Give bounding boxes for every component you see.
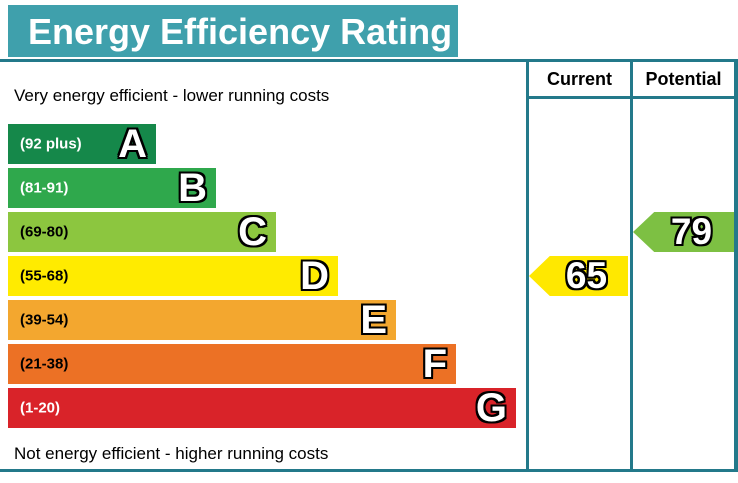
band-letter: D [300,254,329,298]
band-range-label: (39-54) [20,311,69,329]
top-note: Very energy efficient - lower running co… [14,86,330,105]
table-right-border [734,59,738,472]
table-header-separator [526,96,738,99]
band-range-label: (92 plus) [20,135,82,153]
current-column-header: Current [546,69,612,89]
band-bar-e: (39-54) E [8,300,396,340]
frame-top-border [0,59,738,62]
band-range-label: (21-38) [20,355,69,373]
potential-rating-arrow: 79 [633,212,734,252]
band-range-label: (81-91) [20,179,69,197]
band-range-label: (1-20) [20,399,61,417]
frame-bottom-border [0,469,738,472]
band-range-label: (69-80) [20,223,69,241]
band-letter: F [422,342,447,386]
current-rating-arrow: 65 [529,256,628,296]
band-bar-g: (1-20) G [8,388,516,428]
band-bar-c: (69-80) C [8,212,276,252]
band-letter: E [360,298,387,342]
band-letter: B [178,166,207,210]
band-letter: A [118,122,147,166]
page-title: Energy Efficiency Rating [8,5,458,57]
potential-rating-value: 79 [670,211,713,252]
band-bar-a: (92 plus) A [8,124,156,164]
bottom-note: Not energy efficient - higher running co… [14,444,329,463]
band-bar-d: (55-68) D [8,256,338,296]
band-bar-b: (81-91) B [8,168,216,208]
band-letter: G [475,386,507,430]
band-range-label: (55-68) [20,267,69,285]
table-left-border [526,59,529,472]
band-letter: C [238,210,267,254]
band-bar-f: (21-38) F [8,344,456,384]
potential-column-header: Potential [645,69,722,89]
current-rating-value: 65 [565,255,608,296]
table-middle-border [630,59,633,472]
